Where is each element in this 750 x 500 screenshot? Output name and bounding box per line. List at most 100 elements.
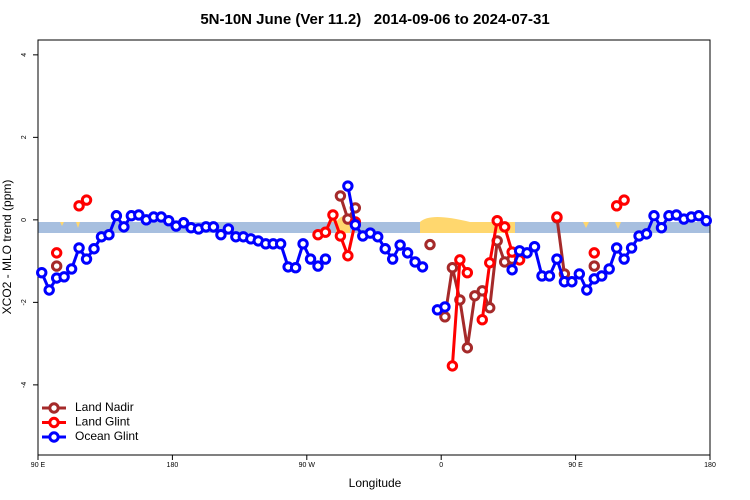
data-point (603, 263, 615, 275)
data-point (618, 194, 630, 206)
data-point (424, 238, 436, 251)
data-point (588, 247, 600, 259)
data-point (177, 217, 190, 229)
data-point (207, 221, 220, 233)
data-point (439, 311, 451, 323)
data-point (469, 290, 481, 302)
plot-frame (37, 39, 711, 456)
data-point (648, 210, 660, 222)
data-point (103, 229, 115, 241)
y-tick-label: -2 (21, 299, 28, 305)
data-point (700, 214, 712, 227)
data-point (133, 209, 145, 221)
data-point (394, 239, 406, 251)
data-point (36, 266, 48, 279)
data-point (297, 238, 309, 250)
data-point (50, 247, 63, 259)
data-point (596, 270, 608, 282)
y-tick-label: 4 (21, 53, 28, 57)
data-point (386, 253, 399, 265)
data-point (461, 342, 474, 354)
data-point (476, 313, 488, 326)
data-point (551, 211, 563, 223)
chart-title: 5N-10N June (Ver 11.2) 2014-09-06 to 202… (200, 11, 549, 28)
data-point (588, 260, 600, 272)
data-point (640, 228, 653, 240)
y-tick-label: 2 (21, 135, 28, 139)
series (36, 180, 712, 316)
data-point (319, 226, 332, 238)
data-point (573, 268, 586, 280)
data-point (693, 210, 705, 222)
data-point (73, 242, 85, 254)
data-point (334, 190, 347, 202)
legend-marker (48, 402, 60, 414)
data-point (484, 302, 496, 314)
x-axis-label: Longitude (349, 476, 402, 490)
legend-label: Land Nadir (75, 400, 134, 414)
data-point (581, 284, 593, 296)
data-point (528, 240, 541, 253)
data-point (342, 180, 354, 192)
y-tick-label: 0 (21, 218, 28, 222)
data-point (289, 262, 302, 274)
legend-marker (48, 416, 60, 429)
data-point (461, 266, 474, 279)
x-tick-label: 180 (704, 462, 716, 469)
data-point (58, 271, 70, 283)
data-point (446, 262, 459, 274)
data-point (551, 253, 563, 265)
data-point (498, 221, 511, 233)
data-point (416, 261, 429, 273)
data-point (215, 229, 227, 241)
x-tick-label: 90 W (299, 462, 316, 469)
y-axis-label: XCO2 - MLO trend (ppm) (0, 180, 14, 315)
data-point (610, 242, 623, 254)
data-point (80, 253, 93, 265)
data-point (610, 200, 623, 212)
land-band (60, 216, 621, 233)
x-tick-label: 0 (439, 462, 443, 469)
x-tick-label: 90 E (31, 462, 46, 469)
data-point (274, 238, 287, 250)
data-point (110, 210, 123, 222)
data-point (222, 223, 235, 235)
data-point (521, 247, 533, 259)
data-point (43, 284, 55, 296)
legend-label: Land Glint (75, 415, 130, 429)
x-tick-label: 90 E (568, 462, 583, 469)
data-point (446, 360, 459, 372)
data-point (409, 256, 421, 268)
data-point (349, 219, 362, 231)
y-tick-label: -4 (21, 382, 28, 388)
data-point (506, 264, 518, 276)
background-band (38, 216, 710, 233)
data-point (655, 221, 668, 234)
legend-marker (48, 431, 60, 443)
data-point (454, 254, 466, 266)
data-point (342, 250, 354, 262)
data-point (372, 231, 384, 243)
data-point (50, 260, 63, 272)
data-point (491, 214, 503, 227)
data-point (312, 260, 324, 272)
data-point (319, 253, 332, 265)
x-tick-label: 180 (167, 462, 179, 469)
series (50, 194, 630, 372)
data-point (543, 270, 556, 282)
data-point (88, 243, 100, 255)
legend-label: Ocean Glint (75, 429, 139, 443)
data-point (80, 194, 93, 206)
data-point (618, 253, 630, 265)
data-point (304, 253, 317, 265)
data-point (625, 242, 638, 254)
data-point (484, 257, 496, 269)
data-point (379, 243, 391, 255)
data-point (65, 263, 78, 275)
data-point (162, 214, 175, 227)
data-point (401, 247, 414, 259)
ocean-band (38, 222, 710, 233)
